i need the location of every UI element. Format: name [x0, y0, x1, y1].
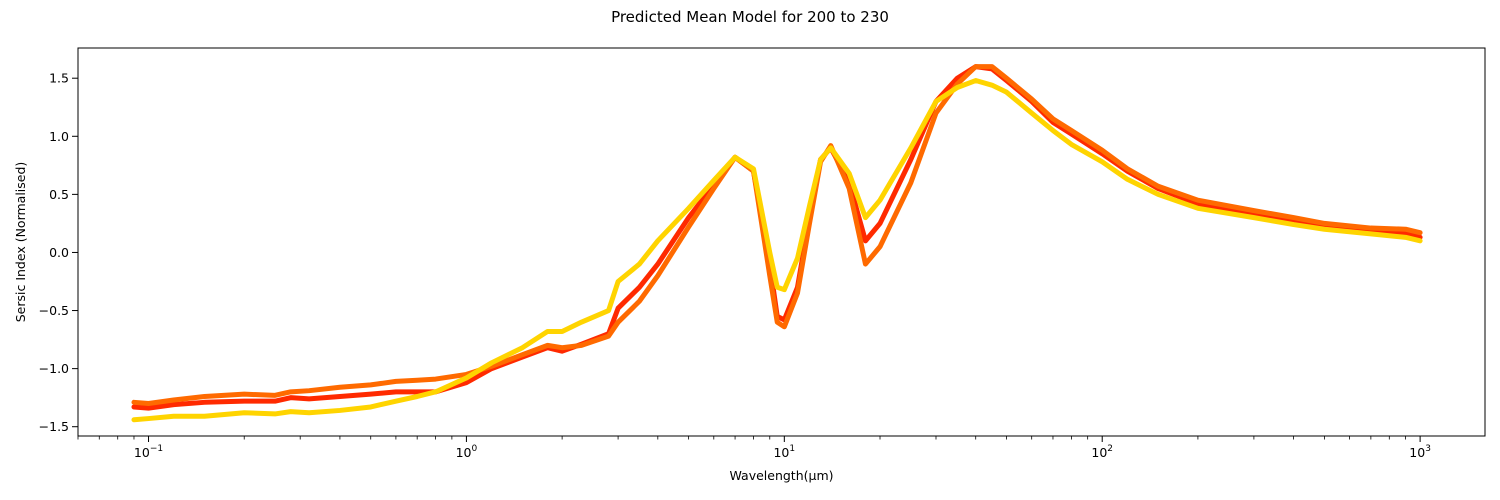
- y-tick-label: −0.5: [39, 303, 69, 318]
- y-tick-label: 1.5: [49, 71, 69, 86]
- x-tick-label: 102: [1091, 444, 1113, 460]
- x-tick-label: 103: [1409, 444, 1431, 460]
- series-line-2: [131, 64, 1423, 406]
- x-tick-label: 100: [456, 444, 478, 460]
- y-tick-label: 0.0: [49, 245, 69, 260]
- y-axis: −1.5 −1.0 −0.5 0.0 0.5 1.0 1.5: [39, 71, 78, 434]
- y-tick-label: −1.5: [39, 419, 69, 434]
- x-axis-label: Wavelength(μm): [729, 468, 833, 483]
- y-tick-label: 0.5: [49, 187, 69, 202]
- y-tick-label: 1.0: [49, 129, 69, 144]
- series-layer: [131, 64, 1423, 423]
- x-axis: 10−1 100 101 102 103: [77, 436, 1431, 460]
- chart-title: Predicted Mean Model for 200 to 230: [611, 8, 889, 26]
- plot-frame: [77, 47, 1486, 437]
- y-tick-label: −1.0: [39, 361, 69, 376]
- series-line-3: [131, 78, 1423, 423]
- x-tick-label: 10−1: [134, 444, 163, 460]
- y-axis-label: Sersic Index (Normalised): [13, 162, 28, 323]
- x-tick-label: 101: [773, 444, 795, 460]
- series-line-1: [131, 64, 1423, 411]
